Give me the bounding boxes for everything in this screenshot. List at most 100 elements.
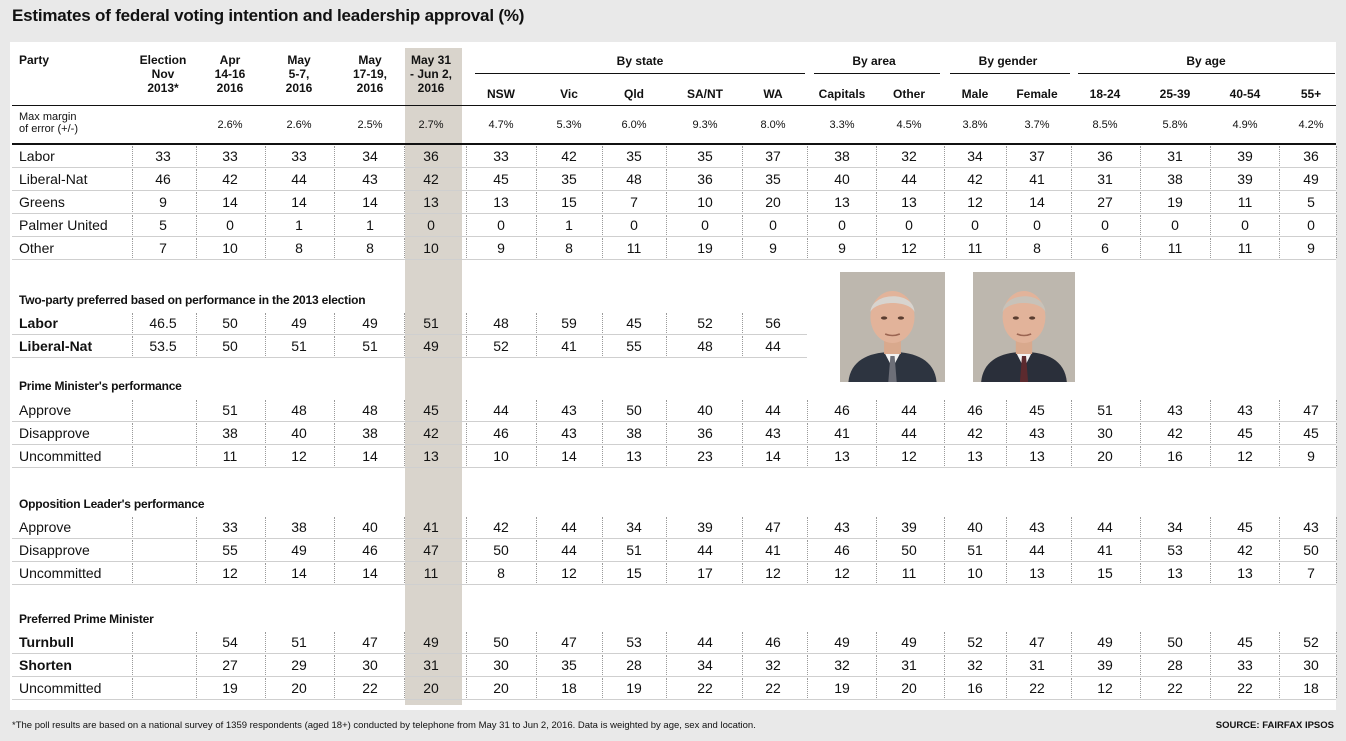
column-divider <box>742 169 743 189</box>
cell-value: 28 <box>626 657 642 673</box>
column-divider <box>1071 192 1072 212</box>
cell-value: 13 <box>967 448 983 464</box>
column-divider <box>742 655 743 675</box>
cell-value: 12 <box>967 194 983 210</box>
row-divider <box>12 561 1336 562</box>
margin-value: 4.5% <box>896 119 922 131</box>
cell-value: 46 <box>834 402 850 418</box>
row-label: Palmer United <box>19 217 108 233</box>
column-divider <box>334 215 335 235</box>
cell-value: 13 <box>834 194 850 210</box>
cell-value: 28 <box>1167 657 1183 673</box>
cell-value: 40 <box>697 402 713 418</box>
column-divider <box>196 400 197 420</box>
cell-value: 27 <box>222 657 238 673</box>
cell-value: 42 <box>423 425 439 441</box>
margin-value: 8.0% <box>760 119 786 131</box>
column-divider <box>1336 400 1337 420</box>
cell-value: 53 <box>1167 542 1183 558</box>
column-divider <box>944 169 945 189</box>
column-divider <box>536 446 537 466</box>
group-header: By area <box>852 54 896 68</box>
column-divider <box>132 400 133 420</box>
column-divider <box>1071 563 1072 583</box>
cell-value: 0 <box>630 217 638 233</box>
row-label: Approve <box>19 402 72 418</box>
cell-value: 23 <box>697 448 713 464</box>
column-divider <box>265 540 266 560</box>
column-header: Qld <box>624 87 644 101</box>
column-divider <box>466 655 467 675</box>
cell-value: 40 <box>967 519 983 535</box>
cell-value: 48 <box>291 402 307 418</box>
cell-value: 42 <box>561 148 577 164</box>
margin-value: 5.3% <box>556 119 582 131</box>
column-divider <box>404 423 405 443</box>
column-divider <box>876 146 877 166</box>
cell-value: 14 <box>362 448 378 464</box>
cell-value: 14 <box>362 565 378 581</box>
cell-value: 50 <box>626 402 642 418</box>
footnote: *The poll results are based on a nationa… <box>12 720 756 731</box>
cell-value: 45 <box>1029 402 1045 418</box>
cell-value: 48 <box>697 338 713 354</box>
column-divider <box>742 423 743 443</box>
column-divider <box>1336 423 1337 443</box>
portrait-turnbull-photo <box>840 272 945 382</box>
column-divider <box>404 169 405 189</box>
column-divider <box>876 655 877 675</box>
column-divider <box>602 563 603 583</box>
cell-value: 14 <box>561 448 577 464</box>
cell-value: 30 <box>1097 425 1113 441</box>
column-divider <box>1210 517 1211 537</box>
cell-value: 8 <box>366 240 374 256</box>
column-divider <box>1336 655 1337 675</box>
column-divider <box>1336 517 1337 537</box>
cell-value: 10 <box>697 194 713 210</box>
column-divider <box>536 192 537 212</box>
cell-value: 22 <box>1237 680 1253 696</box>
column-header: Nov <box>151 67 175 81</box>
column-divider <box>1071 632 1072 652</box>
column-divider <box>1210 215 1211 235</box>
cell-value: 43 <box>834 519 850 535</box>
column-divider <box>666 678 667 698</box>
cell-value: 12 <box>901 448 917 464</box>
column-divider <box>666 655 667 675</box>
cell-value: 47 <box>561 634 577 650</box>
cell-value: 12 <box>1237 448 1253 464</box>
column-divider <box>1140 446 1141 466</box>
cell-value: 40 <box>834 171 850 187</box>
column-divider <box>1279 446 1280 466</box>
column-divider <box>536 169 537 189</box>
cell-value: 49 <box>362 315 378 331</box>
cell-value: 14 <box>291 194 307 210</box>
column-divider <box>1071 517 1072 537</box>
cell-value: 38 <box>626 425 642 441</box>
cell-value: 19 <box>1167 194 1183 210</box>
row-label: Approve <box>19 519 72 535</box>
column-divider <box>334 678 335 698</box>
column-divider <box>1140 563 1141 583</box>
column-divider <box>1279 563 1280 583</box>
column-header: Capitals <box>818 87 866 101</box>
column-divider <box>334 146 335 166</box>
column-divider <box>536 215 537 235</box>
chart-title: Estimates of federal voting intention an… <box>12 6 525 25</box>
column-divider <box>1279 517 1280 537</box>
cell-value: 33 <box>291 148 307 164</box>
cell-value: 15 <box>561 194 577 210</box>
column-divider <box>1279 169 1280 189</box>
cell-value: 14 <box>291 565 307 581</box>
margin-value: 4.9% <box>1232 119 1258 131</box>
cell-value: 51 <box>291 338 307 354</box>
column-header: 18-24 <box>1089 87 1121 101</box>
column-divider <box>1140 540 1141 560</box>
margin-value: 3.8% <box>962 119 988 131</box>
cell-value: 13 <box>493 194 509 210</box>
cell-value: 13 <box>901 194 917 210</box>
column-divider <box>536 678 537 698</box>
column-divider <box>265 423 266 443</box>
column-divider <box>944 632 945 652</box>
cell-value: 49 <box>423 338 439 354</box>
